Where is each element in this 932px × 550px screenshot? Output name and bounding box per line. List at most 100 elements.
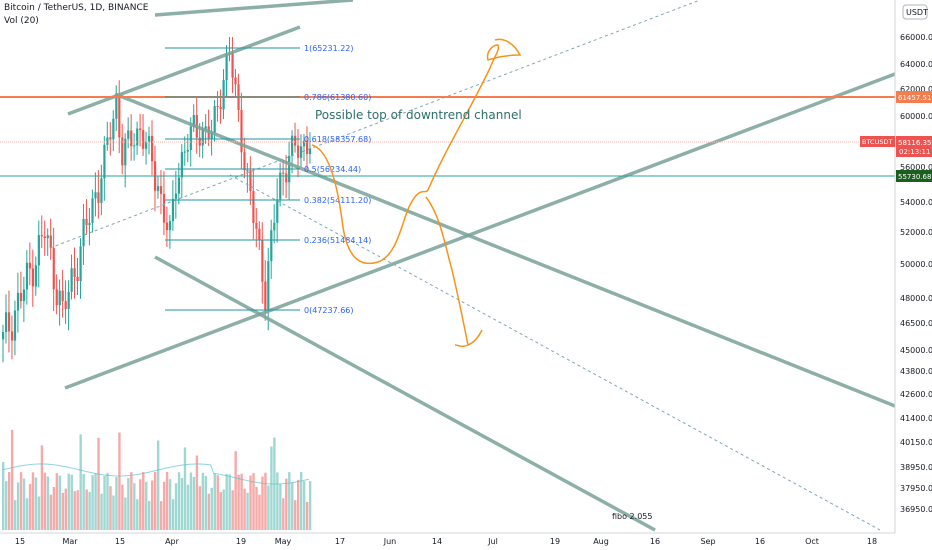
volume-bar (70, 474, 73, 530)
projection-down-path (425, 196, 483, 348)
volume-bar (64, 488, 67, 530)
volume-bar (94, 473, 97, 530)
candle-body (49, 235, 52, 249)
volume-bar (2, 462, 5, 530)
volume-bar (19, 472, 23, 530)
volume-bar (255, 487, 258, 530)
volume-bar (4, 481, 8, 530)
fib-level-label: 0.786(61380.60) (304, 93, 371, 102)
candle-body (4, 312, 8, 332)
dashed-trendline (49, 0, 701, 249)
volume-bar (106, 472, 109, 530)
time-tick-label: 15 (115, 537, 125, 546)
price-tick-label: 52000.00 (900, 228, 932, 237)
volume-bar (282, 498, 285, 530)
price-tick-label: 41400.00 (900, 414, 932, 423)
volume-bar (139, 479, 142, 530)
volume-bar (52, 486, 56, 530)
candle-body (156, 186, 160, 191)
volume-bar (240, 473, 243, 530)
volume-bar (31, 472, 35, 530)
candle-body (22, 289, 26, 302)
candle-body (308, 148, 312, 155)
time-tick-label: May (275, 537, 292, 546)
volume-bar (198, 486, 202, 530)
volume-bar (97, 437, 100, 530)
volume-bar (243, 488, 246, 530)
volume-bar (109, 486, 112, 530)
volume-bar (136, 499, 139, 530)
trendline (114, 92, 926, 420)
candle-body (204, 126, 207, 129)
candle-body (118, 96, 121, 138)
candle-body (165, 222, 169, 231)
candle-body (159, 186, 163, 194)
time-tick-label: Mar (62, 537, 78, 546)
candle-body (121, 137, 124, 166)
candle-body (88, 222, 91, 226)
candle-body (216, 106, 219, 108)
candle-body (183, 151, 186, 153)
candle-body (264, 281, 267, 311)
volume-bar (294, 500, 297, 530)
price-tick-label: 48000.00 (900, 294, 932, 303)
time-tick-label: 19 (236, 537, 246, 546)
candle-body (282, 172, 285, 174)
candle-body (249, 170, 252, 192)
hand-drawing-layer (311, 38, 522, 348)
candle-body (302, 140, 306, 147)
candle-body (25, 262, 29, 290)
candle-body (148, 136, 151, 142)
volume-bar (201, 472, 205, 530)
candle-body (91, 198, 94, 223)
volume-bar (22, 478, 26, 530)
volume-bar (216, 475, 219, 530)
candle-body (240, 110, 243, 153)
candle-body (252, 191, 255, 224)
volume-bar (288, 472, 291, 530)
candle-body (34, 265, 37, 287)
volume-bar (34, 477, 38, 530)
candle-body (94, 192, 97, 199)
candle-body (10, 331, 14, 341)
candle-body (127, 130, 130, 139)
price-tick-label: 54000.00 (900, 198, 932, 207)
volume-bar (133, 483, 136, 530)
volume-bar (186, 484, 190, 530)
candle-body (267, 261, 270, 311)
volume-bar (91, 475, 94, 530)
volume-bar (37, 496, 41, 530)
candle-body (142, 130, 145, 149)
candle-body (305, 140, 309, 155)
volume-bar (192, 476, 196, 530)
volume-bar (67, 473, 70, 530)
volume-bar (130, 472, 133, 530)
candle-body (130, 130, 133, 147)
volume-bar (88, 492, 91, 530)
candle-body (73, 268, 76, 277)
candles-layer (2, 37, 312, 363)
candle-body (261, 239, 264, 282)
price-tick-label: 64000.00 (900, 60, 932, 69)
candle-body (189, 126, 192, 150)
volume-bar (127, 478, 130, 530)
fib-level-label: 1(65231.22) (304, 44, 354, 53)
volume-bar (228, 474, 231, 530)
volume-bar (252, 473, 255, 530)
volume-bar (43, 472, 47, 530)
volume-bar (46, 476, 50, 530)
volume-bar (171, 499, 175, 530)
time-tick-label: 19 (550, 537, 560, 546)
trendline (154, 255, 656, 532)
volume-bar (165, 472, 169, 530)
fib-level-label: 0(47237.66) (304, 306, 354, 315)
candle-body (79, 246, 82, 281)
volume-bar (82, 474, 85, 530)
volume-bar (10, 429, 14, 530)
volume-bar (13, 500, 17, 530)
price-tick-label: 62000.00 (900, 85, 932, 94)
candle-body (106, 137, 109, 145)
volume-bar (249, 475, 252, 530)
price-tick-label: 36950.00 (900, 505, 932, 514)
